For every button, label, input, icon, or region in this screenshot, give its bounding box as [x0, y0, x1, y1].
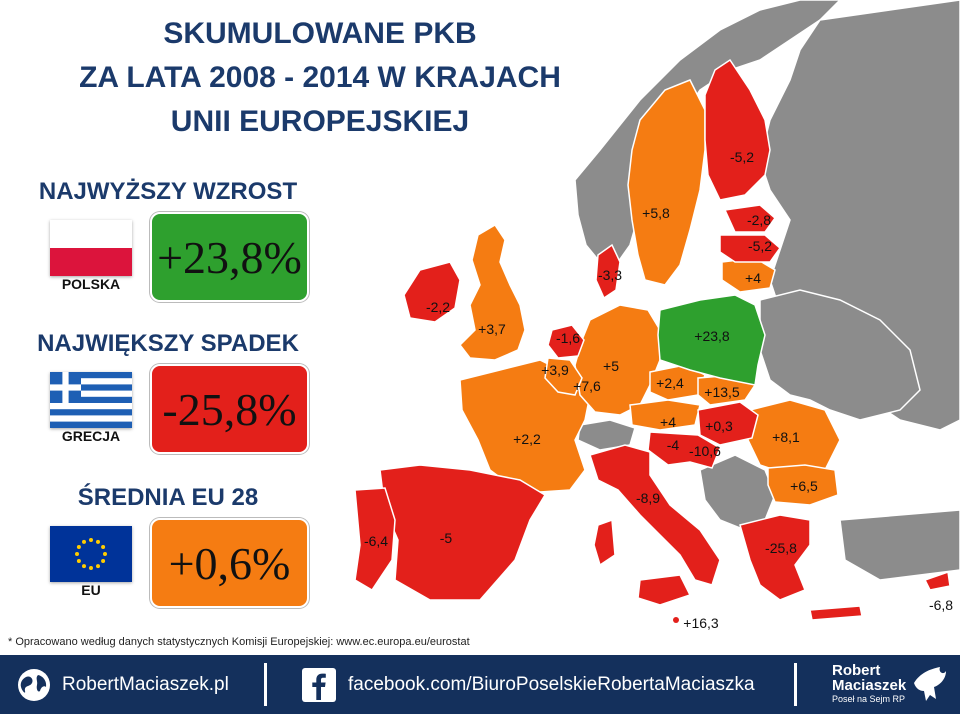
- label-finland: -5,2: [729, 149, 755, 165]
- label-italy: -8,9: [635, 490, 661, 506]
- label-spain: -5: [439, 530, 453, 546]
- crete-shape: [809, 605, 863, 621]
- hungary-shape: [697, 401, 759, 446]
- poland-flag-icon: [50, 220, 132, 276]
- uk-shape: [459, 223, 526, 361]
- poland-shape: [657, 294, 766, 386]
- latvia-shape: [719, 234, 782, 263]
- sardinia-shape: [593, 518, 616, 567]
- benelux-shape: [544, 357, 583, 396]
- netherlands-shape: [547, 324, 585, 359]
- finland-shape: [704, 58, 771, 201]
- sicily-shape: [637, 574, 692, 606]
- facebook-text: facebook.com/BiuroPoselskieRobertaMacias…: [348, 673, 755, 695]
- bulgaria-shape: [767, 464, 839, 506]
- lowest-country: GRECJA: [61, 428, 121, 444]
- label-portugal: -6,4: [363, 533, 389, 549]
- italy-shape: [589, 444, 721, 586]
- footer-divider: [264, 663, 267, 706]
- title-line-3: UNII EUROPEJSKIEJ: [170, 105, 470, 138]
- lowest-heading: NAJWIĘKSZY SPADEK: [37, 330, 299, 357]
- source-footnote: * Opracowano według danych statystycznyc…: [8, 636, 470, 648]
- lowest-value: -25,8%: [150, 364, 309, 454]
- label-lithuania: +4: [745, 270, 761, 286]
- label-hungary: +0,3: [705, 418, 733, 434]
- footer-divider: [794, 663, 797, 706]
- label-estonia: -2,8: [746, 212, 772, 228]
- label-greece: -25,8: [765, 540, 797, 556]
- average-heading: ŚREDNIA EU 28: [77, 484, 259, 511]
- label-romania: +8,1: [772, 429, 800, 445]
- label-bulgaria: +6,5: [790, 478, 818, 494]
- website-text: RobertMaciaszek.pl: [62, 673, 229, 695]
- label-croatia: -10,6: [689, 443, 721, 459]
- title-line-2: ZA LATA 2008 - 2014 W KRAJACH: [79, 61, 561, 94]
- label-belgium: +3,9: [541, 362, 569, 378]
- malta-shape: [673, 617, 679, 623]
- denmark-shape: [595, 243, 621, 300]
- facebook-link[interactable]: facebook.com/BiuroPoselskieRobertaMacias…: [302, 655, 755, 714]
- spain-shape: [379, 464, 547, 601]
- label-sweden: +5,8: [642, 205, 670, 221]
- label-austria: +4: [660, 414, 676, 430]
- greece-shape: [739, 514, 811, 601]
- austria-shape: [629, 399, 701, 431]
- eagle-icon: [914, 667, 946, 701]
- cyprus-shape: [923, 570, 951, 591]
- label-luxembourg: +7,6: [573, 378, 601, 394]
- croatia-slovenia-shape: [647, 431, 721, 469]
- label-czech: +2,4: [656, 375, 684, 391]
- portugal-shape: [354, 487, 396, 592]
- highest-heading: NAJWYŻSZY WZROST: [38, 178, 298, 205]
- label-uk: +3,7: [478, 321, 506, 337]
- label-germany: +5: [603, 358, 619, 374]
- label-ireland: -2,2: [425, 299, 451, 315]
- label-france: +2,2: [513, 431, 541, 447]
- europe-map: [354, 0, 960, 623]
- estonia-shape: [723, 204, 777, 233]
- label-cyprus: -6,8: [928, 597, 954, 613]
- brand-line-1: Robert: [832, 662, 881, 679]
- label-denmark: -3,3: [597, 267, 623, 283]
- label-slovakia: +13,5: [704, 384, 740, 400]
- sweden-shape: [627, 79, 706, 286]
- label-slovenia: -4: [666, 437, 680, 453]
- greece-flag-icon: [50, 372, 132, 428]
- label-latvia: -5,2: [747, 238, 773, 254]
- turkey-shape: [839, 509, 960, 581]
- footer-bar: RobertMaciaszek.pl facebook.com/BiuroPos…: [0, 655, 960, 714]
- switzerland-shape: [577, 419, 636, 451]
- website-link[interactable]: RobertMaciaszek.pl: [16, 655, 229, 714]
- highest-value: +23,8%: [150, 212, 309, 302]
- page-title: SKUMULOWANE PKB ZA LATA 2008 - 2014 W KR…: [20, 12, 620, 144]
- brand-line-2: Maciaszek: [832, 677, 907, 694]
- title-line-1: SKUMULOWANE PKB: [163, 17, 477, 50]
- highest-country: POLSKA: [61, 276, 121, 292]
- belarus-ukraine-shape: [759, 289, 921, 421]
- average-value: +0,6%: [150, 518, 309, 608]
- brand-logo: Robert Maciaszek Poseł na Sejm RP: [832, 663, 906, 705]
- label-poland: +23,8: [694, 328, 730, 344]
- ireland-shape: [403, 261, 461, 323]
- facebook-icon: [302, 667, 336, 702]
- eu-flag-icon: [50, 526, 132, 582]
- label-malta: +16,3: [683, 615, 719, 631]
- average-country: EU: [81, 582, 101, 598]
- globe-icon: [18, 668, 50, 701]
- brand-line-3: Poseł na Sejm RP: [832, 694, 906, 704]
- label-netherlands: -1,6: [555, 330, 581, 346]
